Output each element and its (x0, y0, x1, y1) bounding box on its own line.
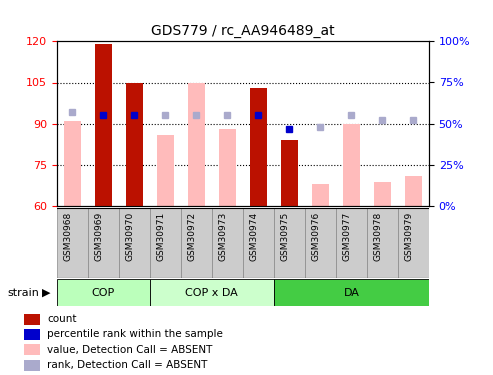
Text: GSM30979: GSM30979 (404, 211, 414, 261)
Text: ▶: ▶ (42, 288, 50, 297)
Bar (95, 44, 112, 206)
Text: GSM30974: GSM30974 (249, 211, 258, 261)
Text: percentile rank within the sample: percentile rank within the sample (47, 329, 223, 339)
Text: COP x DA: COP x DA (185, 288, 238, 297)
Bar (243, 208, 274, 278)
Bar (305, 208, 336, 278)
Text: GSM30977: GSM30977 (342, 211, 352, 261)
Bar (398, 208, 429, 278)
Bar (405, 176, 422, 206)
Text: value, Detection Call = ABSENT: value, Detection Call = ABSENT (47, 345, 213, 355)
Bar (374, 182, 391, 206)
Bar (57, 279, 150, 306)
Bar (57, 208, 88, 278)
Bar (274, 208, 305, 278)
Bar (25, 360, 40, 370)
Text: GSM30978: GSM30978 (373, 211, 383, 261)
Bar (274, 279, 429, 306)
Bar (336, 208, 367, 278)
Text: count: count (47, 314, 77, 324)
Text: GSM30968: GSM30968 (63, 211, 72, 261)
Bar (25, 314, 40, 325)
Text: rank, Detection Call = ABSENT: rank, Detection Call = ABSENT (47, 360, 208, 370)
Bar (343, 124, 360, 206)
Text: COP: COP (92, 288, 115, 297)
Text: GSM30969: GSM30969 (94, 211, 103, 261)
Bar (150, 208, 181, 278)
Bar (219, 129, 236, 206)
Text: GSM30972: GSM30972 (187, 211, 196, 261)
Bar (119, 208, 150, 278)
Bar (64, 121, 81, 206)
Text: GSM30976: GSM30976 (312, 211, 320, 261)
Bar (126, 82, 143, 206)
Bar (157, 135, 174, 206)
Bar (250, 88, 267, 206)
Text: GSM30975: GSM30975 (281, 211, 289, 261)
Text: GSM30971: GSM30971 (156, 211, 165, 261)
Bar (312, 184, 329, 206)
Bar (25, 345, 40, 355)
Text: strain: strain (7, 288, 39, 297)
Bar (88, 208, 119, 278)
Bar (281, 140, 298, 206)
Bar (181, 208, 212, 278)
Bar (212, 208, 243, 278)
Text: GSM30973: GSM30973 (218, 211, 227, 261)
Bar (25, 329, 40, 340)
Bar (367, 208, 398, 278)
Bar (188, 82, 205, 206)
Text: GDS779 / rc_AA946489_at: GDS779 / rc_AA946489_at (151, 24, 335, 38)
Text: DA: DA (344, 288, 359, 297)
Bar (150, 279, 274, 306)
Text: GSM30970: GSM30970 (125, 211, 134, 261)
